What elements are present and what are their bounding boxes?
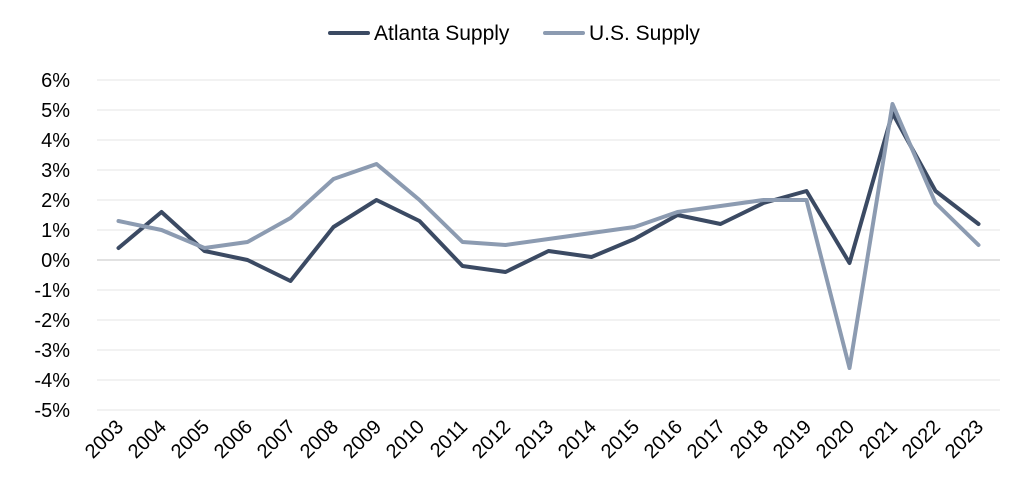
x-tick-label: 2013 — [511, 416, 558, 463]
x-tick-label: 2021 — [855, 416, 902, 463]
x-axis: 2003200420052006200720082009201020112012… — [81, 416, 988, 463]
x-tick-label: 2012 — [468, 416, 515, 463]
x-tick-label: 2010 — [382, 416, 429, 463]
x-tick-label: 2004 — [124, 416, 171, 463]
gridlines — [97, 79, 1000, 411]
x-tick-label: 2003 — [81, 416, 128, 463]
x-tick-label: 2014 — [554, 416, 601, 463]
y-tick-label: 5% — [41, 100, 70, 122]
y-tick-label: 4% — [41, 130, 70, 152]
y-tick-label: -4% — [34, 370, 70, 392]
y-tick-label: 0% — [41, 250, 70, 272]
legend-label: U.S. Supply — [589, 22, 700, 45]
y-tick-label: 1% — [41, 220, 70, 242]
series-lines — [116, 102, 981, 370]
y-tick-label: -1% — [34, 280, 70, 302]
x-tick-label: 2008 — [296, 416, 343, 463]
x-tick-label: 2022 — [898, 416, 945, 463]
x-tick-label: 2007 — [253, 416, 300, 463]
x-tick-label: 2017 — [683, 416, 730, 463]
y-tick-label: 2% — [41, 190, 70, 212]
series-line-atlanta-supply — [116, 111, 981, 283]
x-tick-label: 2006 — [210, 416, 257, 463]
y-tick-label: -3% — [34, 340, 70, 362]
y-tick-label: 6% — [41, 70, 70, 92]
y-tick-label: 3% — [41, 160, 70, 182]
x-tick-label: 2011 — [426, 416, 472, 462]
legend: Atlanta Supply U.S. Supply — [328, 22, 700, 45]
x-tick-label: 2023 — [941, 416, 988, 463]
x-tick-label: 2018 — [726, 416, 773, 463]
x-tick-label: 2019 — [769, 416, 816, 463]
legend-label: Atlanta Supply — [374, 22, 510, 45]
series-line-u-s-supply — [116, 102, 981, 370]
x-tick-label: 2009 — [339, 416, 386, 463]
y-tick-label: -5% — [34, 400, 70, 422]
x-tick-label: 2005 — [167, 416, 214, 463]
x-tick-label: 2015 — [597, 416, 644, 463]
y-tick-label: -2% — [34, 310, 70, 332]
x-tick-label: 2020 — [812, 416, 859, 463]
x-tick-label: 2016 — [640, 416, 687, 463]
y-axis: 6% 5% 4% 3% 2% 1% 0% -1% -2% -3% -4% -5% — [34, 70, 70, 422]
